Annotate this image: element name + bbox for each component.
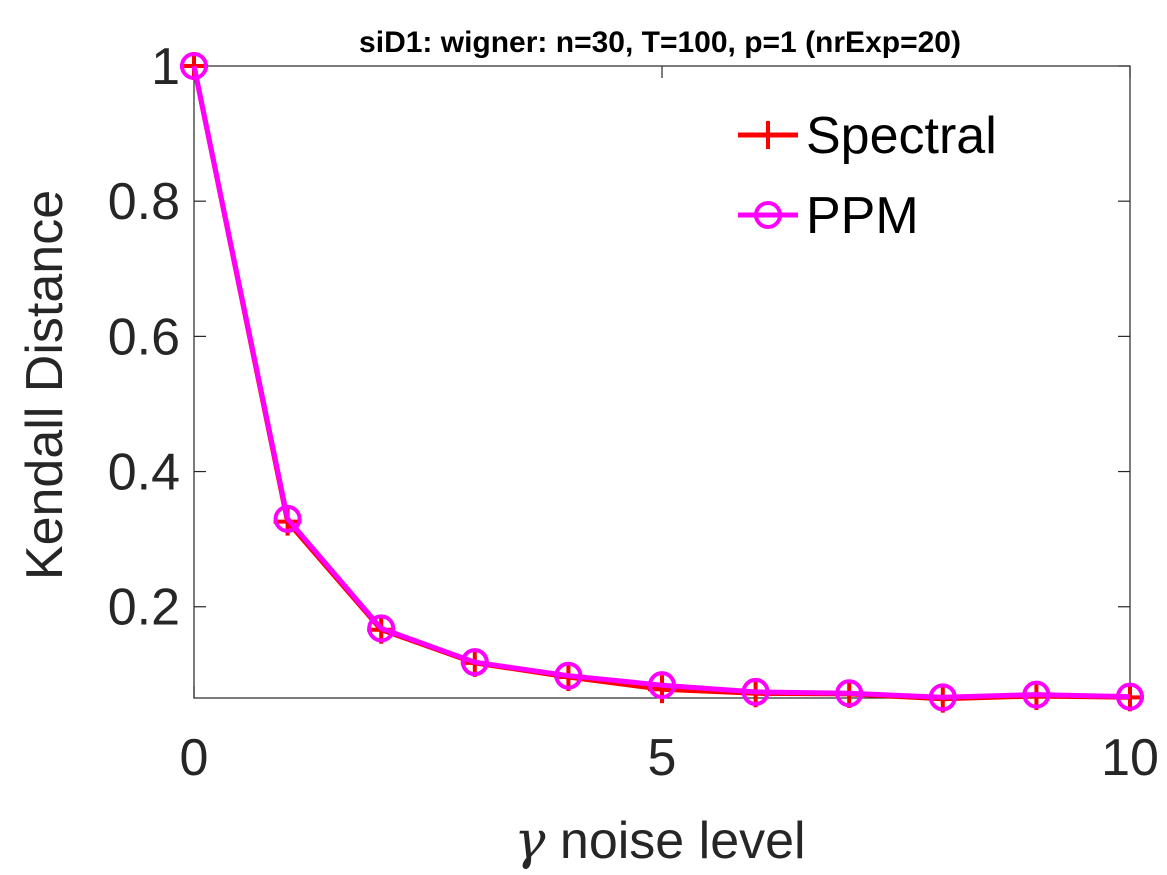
legend-label-ppm: PPM (806, 187, 919, 245)
ppm-point (835, 679, 864, 708)
ppm-point (928, 683, 957, 712)
plot-area: 0 5 10 0.2 0.4 0.6 0.8 1 (108, 38, 1159, 787)
x-axis-label: γ noise level (514, 811, 805, 871)
ppm-point (554, 661, 583, 690)
legend: Spectral PPM (738, 107, 997, 245)
y-tick-label: 0.8 (108, 173, 180, 231)
ppm-line (191, 65, 1131, 700)
ppm-point (741, 677, 770, 706)
ppm-marker (367, 614, 396, 643)
ppm-point (1116, 682, 1144, 711)
x-tick-label: 10 (1101, 729, 1159, 787)
x-axis-label-text: noise level (545, 812, 805, 870)
legend-item-ppm: PPM (738, 187, 919, 245)
ppm-point (367, 614, 396, 643)
legend-label-spectral: Spectral (806, 107, 997, 165)
ppm-point (273, 504, 302, 533)
ppm-marker (180, 52, 208, 80)
ppm-point (180, 52, 208, 80)
y-tick-label: 1 (151, 38, 180, 96)
y-tick-label: 0.2 (108, 579, 180, 637)
ppm-marker (648, 671, 676, 700)
x-tick-label: 0 (180, 729, 209, 787)
ppm-marker (554, 661, 583, 690)
ppm-series (180, 52, 1144, 712)
ppm-marker (754, 201, 782, 229)
y-tick-label: 0.4 (108, 444, 180, 502)
x-tick-label: 5 (648, 729, 677, 787)
ppm-marker (1116, 682, 1144, 711)
ppm-marker (460, 648, 489, 677)
legend-item-spectral: Spectral (738, 107, 997, 165)
ppm-point (648, 671, 676, 700)
ppm-marker (1022, 680, 1051, 709)
ppm-marker (835, 679, 864, 708)
ppm-marker (273, 504, 302, 533)
ppm-point (1022, 680, 1051, 709)
y-axis-label: Kendall Distance (16, 190, 74, 580)
ppm-point (460, 648, 489, 677)
ppm-marker (928, 683, 957, 712)
ppm-marker (741, 677, 770, 706)
y-tick-label: 0.6 (108, 308, 180, 366)
chart-title: siD1: wigner: n=30, T=100, p=1 (nrExp=20… (359, 26, 961, 59)
x-axis-label-symbol: γ (514, 811, 546, 871)
